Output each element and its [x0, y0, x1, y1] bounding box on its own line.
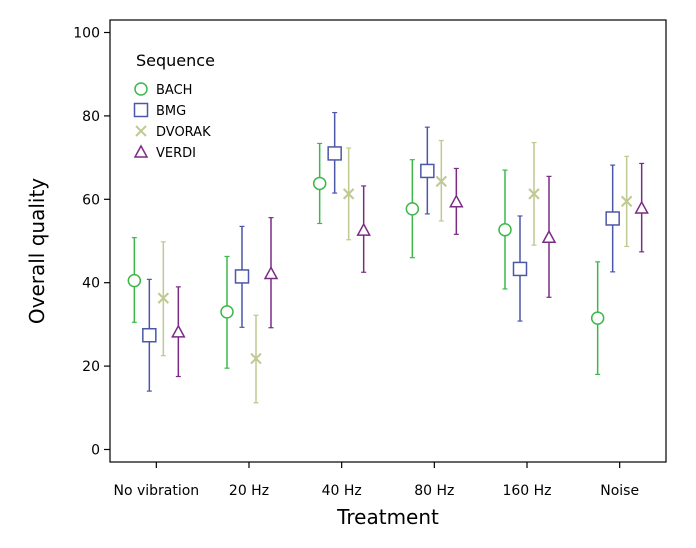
x-tick-label: No vibration — [113, 483, 199, 499]
data-point-bmg — [512, 261, 528, 277]
marker-backdrop — [499, 223, 511, 236]
legend-label-bmg: BMG — [156, 104, 186, 119]
data-point-dvorak — [528, 188, 540, 200]
data-point-verdi — [356, 222, 371, 236]
series-bach — [127, 142, 605, 376]
legend-title: Sequence — [136, 51, 215, 70]
marker-backdrop — [313, 177, 326, 190]
y-tick-label: 60 — [82, 192, 100, 208]
data-point-dvorak — [435, 175, 448, 188]
marker-backdrop — [513, 262, 527, 276]
data-point-verdi — [449, 194, 464, 208]
series-bmg — [142, 111, 620, 392]
data-point-bmg — [420, 163, 435, 179]
x-axis: No vibration 20 Hz 40 Hz 80 Hz 160 Hz Noise — [113, 462, 639, 499]
series-verdi — [171, 162, 649, 378]
data-point-verdi — [634, 200, 649, 214]
marker-backdrop — [420, 164, 434, 178]
legend: Sequence BACH BMG DVORAK VERDI — [133, 51, 215, 161]
data-point-bach — [590, 311, 605, 325]
marker-backdrop — [235, 269, 249, 283]
y-tick-label: 40 — [82, 276, 100, 292]
x-tick-label: 40 Hz — [322, 483, 362, 499]
marker-backdrop — [172, 325, 185, 337]
data-point-dvorak — [157, 292, 170, 304]
data-point-dvorak — [250, 352, 262, 365]
data-point-verdi — [263, 265, 279, 280]
x-tick-label: 80 Hz — [414, 483, 454, 499]
data-point-bmg — [142, 327, 157, 343]
x-axis-title: Treatment — [336, 505, 439, 529]
data-point-dvorak — [342, 188, 355, 200]
marker-backdrop — [450, 195, 463, 207]
legend-marker-bach — [134, 82, 148, 96]
data-point-bach — [220, 305, 234, 319]
marker-backdrop — [543, 231, 555, 243]
marker-backdrop — [357, 224, 370, 236]
y-axis: 0 20 40 60 80 100 — [73, 26, 110, 458]
series-dvorak — [157, 139, 633, 404]
data-point-verdi — [171, 324, 186, 338]
legend-marker-bmg — [133, 102, 149, 118]
plot-frame — [109, 19, 667, 463]
marker-backdrop — [328, 146, 342, 160]
data-point-bmg — [327, 146, 342, 161]
marker-backdrop — [128, 274, 141, 287]
y-tick-label: 100 — [73, 26, 100, 42]
y-tick-label: 20 — [82, 359, 100, 375]
data-point-bmg — [605, 211, 620, 226]
y-axis-title: Overall quality — [25, 178, 49, 324]
data-point-bach — [127, 273, 142, 288]
y-tick-label: 0 — [91, 442, 100, 458]
data-point-dvorak — [620, 195, 633, 208]
marker-backdrop — [635, 202, 648, 214]
marker-backdrop — [142, 328, 156, 342]
x-tick-label: Noise — [600, 483, 639, 499]
data-point-bach — [312, 176, 327, 191]
legend-label-dvorak: DVORAK — [156, 125, 211, 140]
data-point-bmg — [234, 269, 250, 284]
marker-backdrop — [265, 267, 277, 279]
marker-backdrop — [606, 211, 620, 225]
data-point-bach — [405, 202, 420, 216]
data-point-verdi — [541, 229, 557, 243]
legend-marker-dvorak — [135, 125, 147, 137]
legend-label-bach: BACH — [156, 83, 192, 98]
x-tick-label: 160 Hz — [502, 483, 551, 499]
legend-label-verdi: VERDI — [156, 146, 196, 161]
marker-backdrop — [221, 305, 233, 318]
marker-backdrop — [406, 202, 419, 215]
series-layer — [127, 111, 649, 404]
x-tick-label: 20 Hz — [229, 483, 269, 499]
data-point-bach — [498, 222, 512, 237]
y-tick-label: 80 — [82, 109, 100, 125]
marker-backdrop — [591, 312, 604, 325]
legend-marker-verdi — [133, 144, 149, 158]
